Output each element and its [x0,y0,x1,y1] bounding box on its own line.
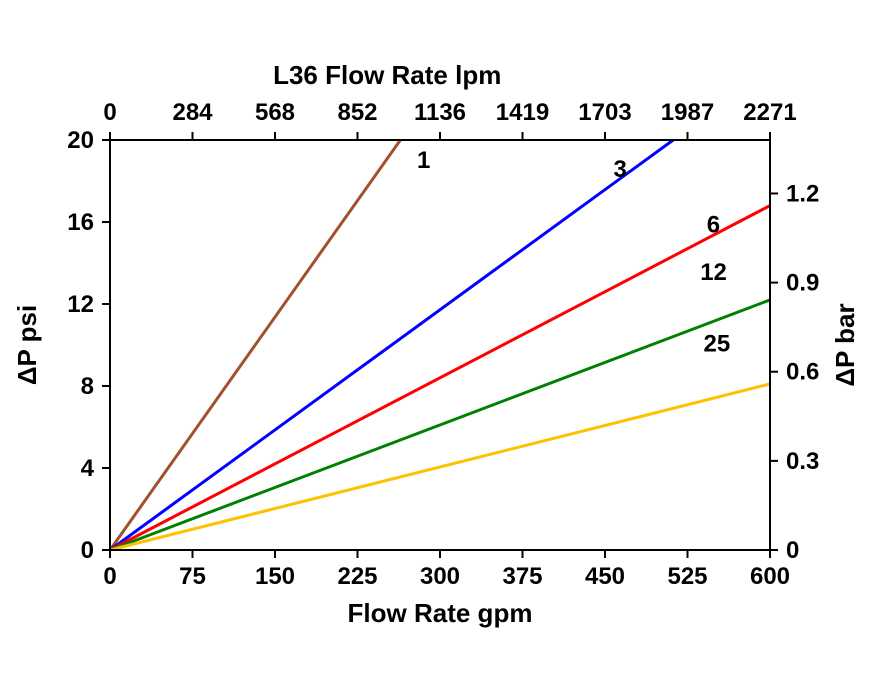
y-left-tick-label: 16 [67,209,94,236]
x-bottom-tick-label: 600 [750,563,790,590]
x-bottom-tick-label: 375 [502,563,542,590]
x-top-tick-label: 1419 [496,99,549,126]
series-label: 12 [700,259,727,286]
y-left-tick-label: 4 [81,455,95,482]
x-bottom-tick-label: 300 [420,563,460,590]
y-left-tick-label: 12 [67,291,94,318]
y-left-tick-label: 0 [81,537,94,564]
series-label: 25 [704,331,731,358]
x-top-tick-label: 1136 [414,99,466,126]
y-left-tick-label: 20 [67,127,94,154]
y-right-axis-label: ΔP bar [830,303,860,386]
x-bottom-tick-label: 525 [667,563,707,590]
chart-title: L36 Flow Rate lpm [273,60,501,90]
x-bottom-tick-label: 450 [585,563,625,590]
x-top-tick-label: 568 [255,99,295,126]
series-label: 6 [707,211,720,238]
x-top-tick-label: 852 [337,99,377,126]
y-right-tick-label: 0.6 [786,359,819,386]
x-bottom-tick-label: 0 [103,563,116,590]
x-top-tick-label: 284 [172,99,213,126]
x-bottom-tick-label: 75 [179,563,206,590]
x-top-tick-label: 2271 [743,99,796,126]
x-bottom-axis-label: Flow Rate gpm [348,598,533,628]
x-top-tick-label: 1987 [661,99,714,126]
y-right-tick-label: 1.2 [786,180,819,207]
series-label: 1 [417,147,430,174]
x-bottom-tick-label: 225 [337,563,377,590]
series-label: 3 [614,156,627,183]
x-top-tick-label: 0 [103,99,116,126]
y-right-tick-label: 0.3 [786,448,819,475]
pressure-flow-chart: 075150225300375450525600Flow Rate gpm028… [0,0,884,684]
chart-container: 075150225300375450525600Flow Rate gpm028… [0,0,884,684]
x-top-tick-label: 1703 [578,99,631,126]
y-left-axis-label: ΔP psi [12,305,42,385]
y-right-tick-label: 0.9 [786,270,819,297]
y-right-tick-label: 0 [786,537,799,564]
x-bottom-tick-label: 150 [255,563,295,590]
y-left-tick-label: 8 [81,373,94,400]
